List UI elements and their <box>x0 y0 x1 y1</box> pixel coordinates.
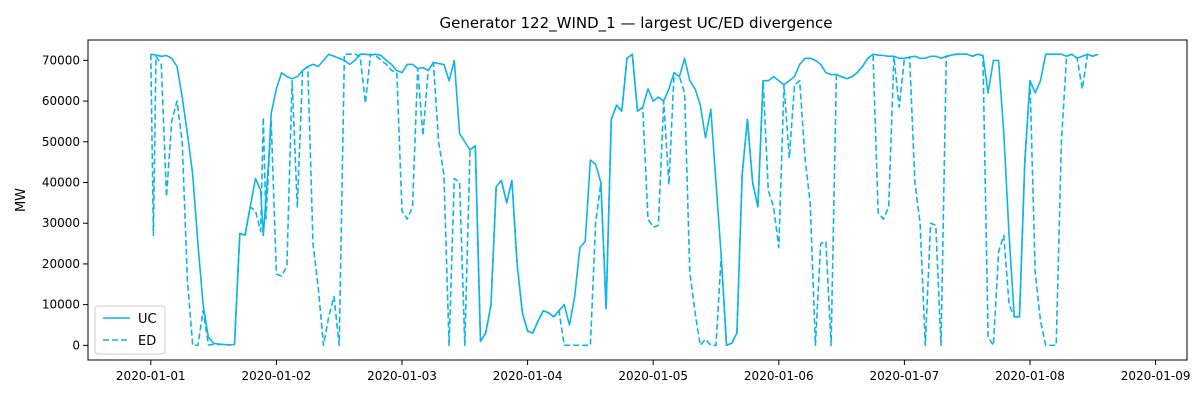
legend-label-ed: ED <box>138 334 156 349</box>
x-tick-label: 2020-01-07 <box>870 369 940 383</box>
x-tick-label: 2020-01-06 <box>744 369 814 383</box>
y-tick-label: 50000 <box>42 135 80 149</box>
y-tick-label: 30000 <box>42 216 80 230</box>
x-tick-label: 2020-01-02 <box>242 369 312 383</box>
y-tick-label: 40000 <box>42 175 80 189</box>
y-tick-label: 60000 <box>42 94 80 108</box>
y-tick-label: 70000 <box>42 53 80 67</box>
y-tick-label: 0 <box>72 338 80 352</box>
x-tick-label: 2020-01-08 <box>995 369 1065 383</box>
x-tick-label: 2020-01-01 <box>116 369 186 383</box>
chart-title: Generator 122_WIND_1 — largest UC/ED div… <box>440 14 833 33</box>
y-tick-label: 10000 <box>42 298 80 312</box>
series-line-ed <box>150 53 1099 347</box>
series-line-uc <box>150 53 1099 347</box>
y-axis-label: MW <box>14 188 29 212</box>
x-axis: 2020-01-01 2020-01-02 2020-01-03 2020-01-04… <box>116 360 1191 383</box>
x-tick-label: 2020-01-03 <box>367 369 437 383</box>
legend-label-uc: UC <box>138 312 157 327</box>
y-tick-label: 20000 <box>42 257 80 271</box>
plot-frame <box>87 39 1188 361</box>
plot-area <box>150 53 1099 347</box>
x-tick-label: 2020-01-04 <box>493 369 563 383</box>
legend: UC ED <box>94 305 166 355</box>
x-tick-label: 2020-01-09 <box>1121 369 1191 383</box>
x-tick-label: 2020-01-05 <box>618 369 688 383</box>
y-axis: 0 10000 20000 30000 40000 50000 60000 70000 <box>42 53 88 352</box>
